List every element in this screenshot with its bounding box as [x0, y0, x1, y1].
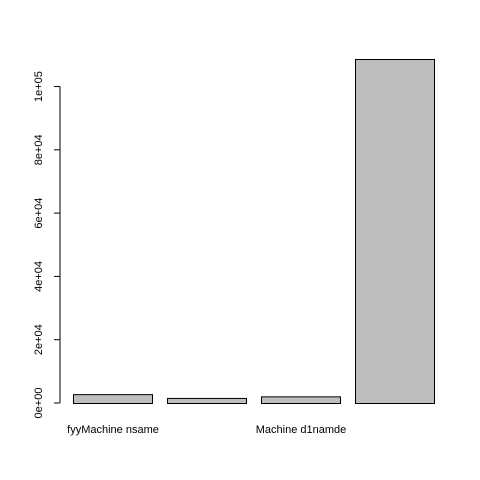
bar — [73, 394, 153, 405]
bar — [167, 397, 247, 405]
y-tick-label: 8e+04 — [33, 134, 45, 165]
y-tick-label: 0e+00 — [33, 388, 45, 419]
category-label: fyyMachine nsame — [67, 424, 159, 436]
category-label: Machine d1namde — [256, 424, 347, 436]
y-tick-label: 1e+05 — [33, 71, 45, 102]
y-tick-label: 6e+04 — [33, 198, 45, 229]
category-labels: fyyMachine nsame Machine d1namde — [67, 424, 346, 436]
bars — [73, 59, 435, 405]
bar — [261, 396, 341, 405]
y-tick-label: 4e+04 — [33, 261, 45, 292]
bar — [355, 59, 435, 404]
y-tick-label: 2e+04 — [33, 324, 45, 355]
y-axis: 0e+00 2e+04 4e+04 6e+04 8e+04 1e+05 — [33, 71, 61, 419]
